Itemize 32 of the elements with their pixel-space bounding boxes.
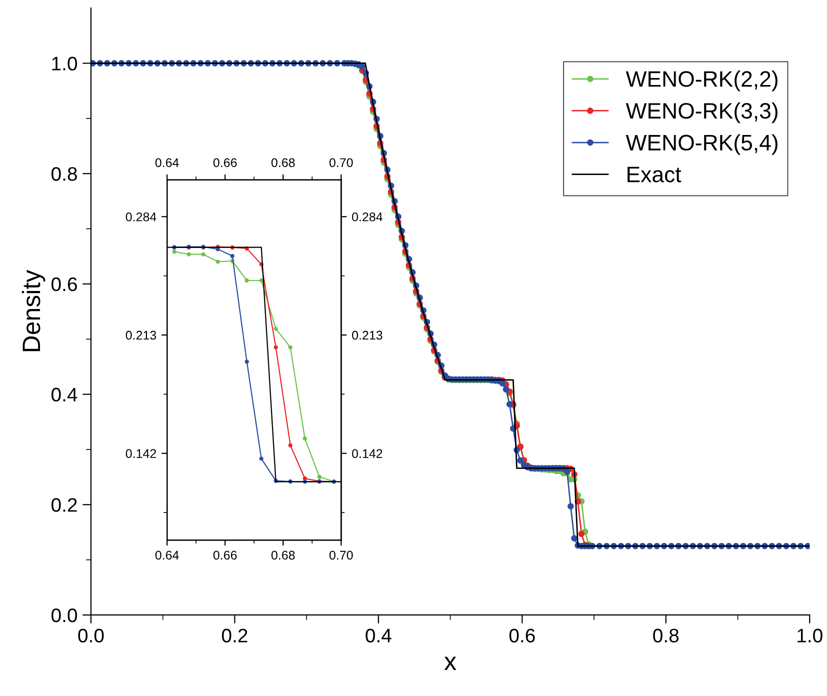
x-tick-label: 0.2	[222, 628, 248, 642]
x-axis-title: x	[444, 656, 456, 670]
x-tick-label: 1.0	[798, 628, 822, 642]
y-tick-label: 0.8	[52, 167, 77, 181]
x-tick-label: 0.0	[78, 628, 104, 642]
y-axis-title: Density	[22, 270, 46, 352]
x-tick-label: 0.8	[653, 628, 679, 642]
y-tick-label: 0.284	[126, 212, 156, 222]
x-tick-label: 0.4	[366, 628, 392, 642]
legend-label: WENO-RK(3,3)	[626, 102, 778, 124]
y-tick-label: 0.213	[126, 330, 156, 340]
y-tick-label: 0.0	[52, 608, 78, 622]
y-tick-label: 0.2	[52, 498, 77, 512]
x-tick-label: 0.66	[213, 550, 237, 560]
x-tick-label: 0.68	[271, 550, 295, 560]
x-tick-label: 0.70	[329, 550, 353, 560]
y-tick-label: 0.142	[126, 449, 156, 458]
legend-label: Exact	[628, 166, 682, 182]
y2-tick-label: 0.142	[352, 449, 382, 458]
y2-tick-label: 0.284	[352, 212, 382, 222]
y-tick-label: 1.0	[52, 56, 78, 70]
legend-label: WENO-RK(2,2)	[626, 70, 778, 92]
x2-tick-label: 0.68	[271, 158, 295, 168]
x-tick-label: 0.6	[509, 628, 535, 642]
x-tick-label: 0.64	[155, 550, 179, 560]
y-tick-label: 0.6	[52, 277, 77, 292]
y-tick-label: 0.4	[52, 388, 78, 402]
x2-tick-label: 0.64	[155, 158, 179, 168]
x2-tick-label: 0.70	[329, 158, 353, 168]
legend-label: WENO-RK(5,4)	[626, 134, 778, 155]
y2-tick-label: 0.213	[352, 330, 382, 340]
x2-tick-label: 0.66	[213, 158, 237, 168]
